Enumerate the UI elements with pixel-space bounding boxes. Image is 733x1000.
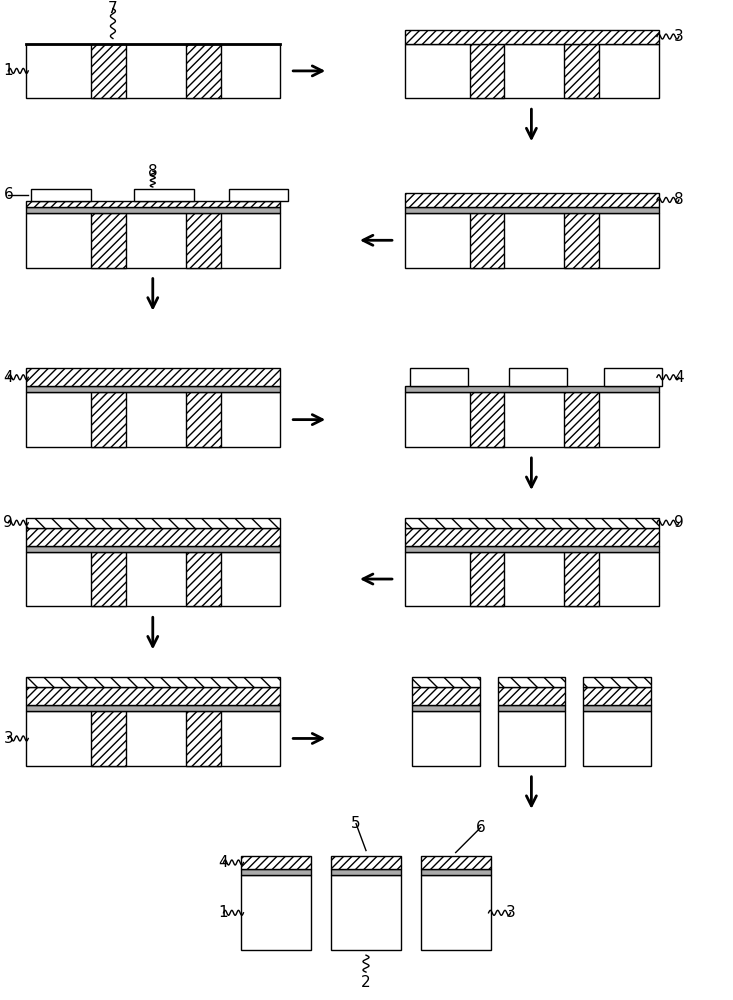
Bar: [405, 392, 659, 447]
Bar: [26, 687, 280, 705]
Bar: [26, 368, 280, 386]
Text: 1: 1: [4, 63, 13, 78]
Bar: [91, 552, 126, 606]
Bar: [91, 213, 126, 268]
Bar: [26, 705, 280, 711]
Bar: [412, 705, 479, 711]
Bar: [241, 875, 312, 950]
Bar: [134, 189, 194, 201]
Bar: [583, 687, 651, 705]
Bar: [405, 518, 659, 528]
Bar: [583, 705, 651, 711]
Bar: [331, 875, 401, 950]
Bar: [470, 213, 504, 268]
Bar: [405, 552, 659, 606]
Bar: [91, 711, 126, 766]
Bar: [498, 711, 565, 766]
Bar: [405, 193, 659, 207]
Bar: [405, 213, 659, 268]
Text: 4: 4: [4, 370, 13, 385]
Bar: [185, 44, 221, 98]
Bar: [185, 213, 221, 268]
Bar: [26, 552, 280, 606]
Bar: [421, 869, 490, 875]
Bar: [405, 528, 659, 546]
Bar: [91, 44, 126, 98]
Bar: [405, 30, 659, 44]
Text: 9: 9: [674, 515, 684, 530]
Text: 1: 1: [218, 905, 229, 920]
Bar: [26, 528, 280, 546]
Text: 7: 7: [108, 1, 118, 16]
Text: 2: 2: [361, 975, 371, 990]
Text: 3: 3: [4, 731, 13, 746]
Text: 9: 9: [4, 515, 13, 530]
Bar: [32, 189, 91, 201]
Bar: [26, 207, 280, 213]
Bar: [229, 189, 288, 201]
Bar: [405, 386, 659, 392]
Bar: [405, 546, 659, 552]
Bar: [26, 711, 280, 766]
Bar: [331, 869, 401, 875]
Bar: [583, 677, 651, 687]
Bar: [410, 368, 468, 386]
Bar: [26, 44, 280, 98]
Bar: [26, 518, 280, 528]
Bar: [509, 368, 567, 386]
Bar: [241, 856, 312, 869]
Text: 8: 8: [148, 164, 158, 179]
Bar: [185, 552, 221, 606]
Bar: [26, 201, 280, 207]
Bar: [26, 213, 280, 268]
Bar: [331, 856, 401, 869]
Text: 4: 4: [218, 855, 229, 870]
Text: 6: 6: [4, 187, 13, 202]
Bar: [583, 711, 651, 766]
Bar: [564, 392, 599, 447]
Bar: [498, 677, 565, 687]
Bar: [405, 44, 659, 98]
Bar: [470, 44, 504, 98]
Text: 6: 6: [476, 820, 485, 835]
Bar: [564, 213, 599, 268]
Bar: [412, 711, 479, 766]
Bar: [241, 869, 312, 875]
Bar: [185, 711, 221, 766]
Bar: [564, 552, 599, 606]
Bar: [185, 392, 221, 447]
Text: 8: 8: [674, 192, 684, 207]
Text: 3: 3: [506, 905, 515, 920]
Text: 3: 3: [674, 29, 684, 44]
Bar: [26, 392, 280, 447]
Bar: [564, 44, 599, 98]
Bar: [470, 392, 504, 447]
Bar: [412, 687, 479, 705]
Bar: [26, 677, 280, 687]
Text: 5: 5: [351, 816, 361, 831]
Bar: [421, 875, 490, 950]
Bar: [91, 392, 126, 447]
Bar: [405, 207, 659, 213]
Bar: [412, 677, 479, 687]
Bar: [26, 546, 280, 552]
Bar: [498, 687, 565, 705]
Bar: [26, 386, 280, 392]
Bar: [470, 552, 504, 606]
Bar: [498, 705, 565, 711]
Bar: [604, 368, 662, 386]
Text: 4: 4: [674, 370, 684, 385]
Bar: [421, 856, 490, 869]
